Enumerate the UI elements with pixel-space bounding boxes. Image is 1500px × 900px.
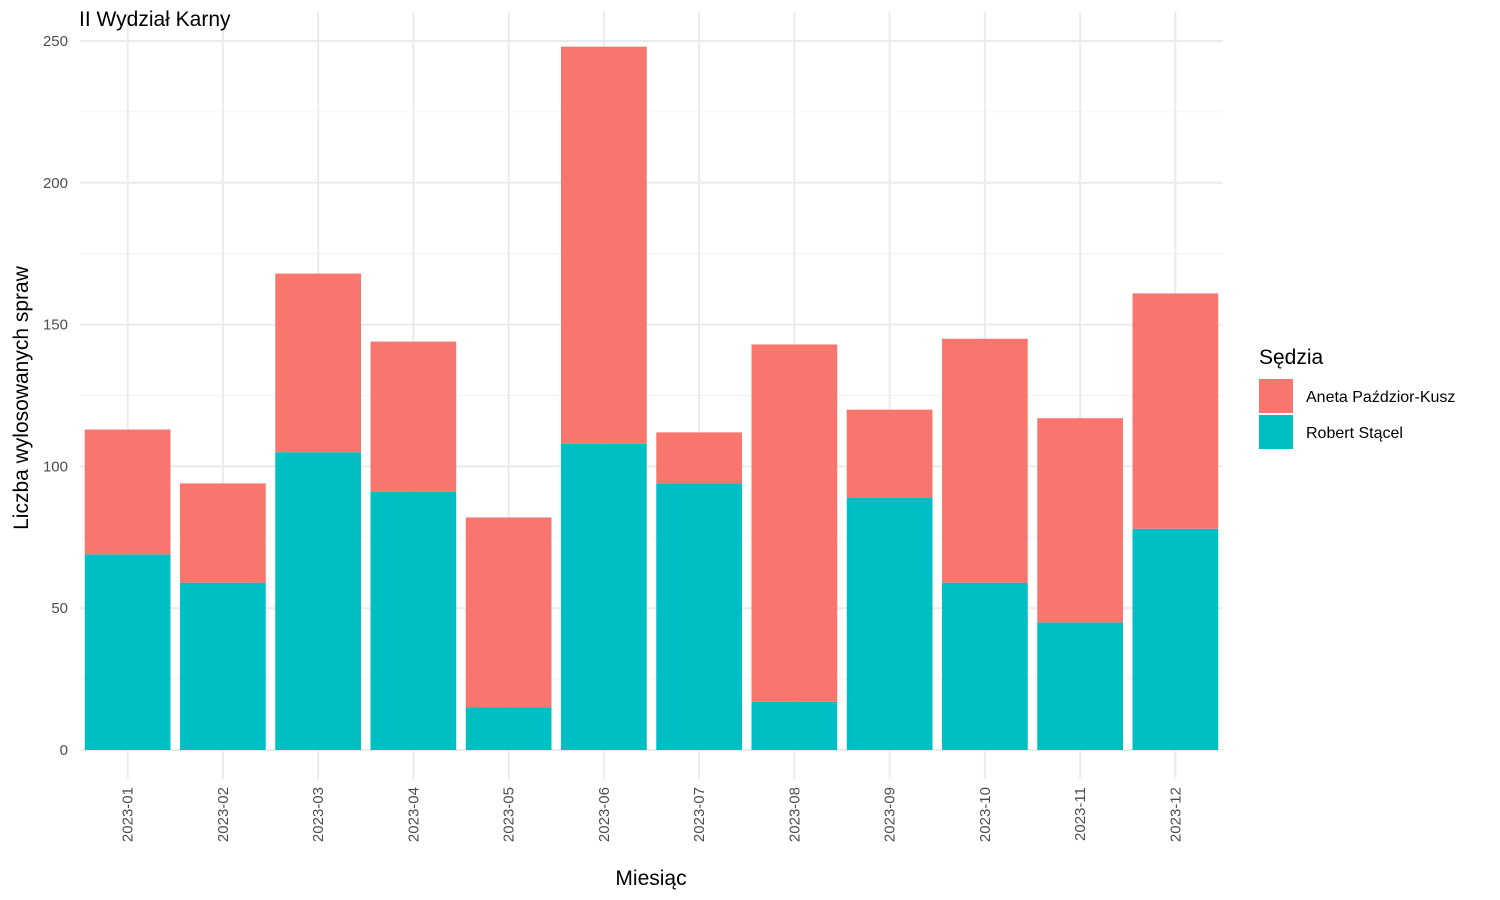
y-tick-label: 50 xyxy=(51,600,68,617)
bar-segment xyxy=(1037,418,1123,623)
bar-segment xyxy=(656,483,742,750)
x-tick-label: 2023-04 xyxy=(405,787,422,842)
bar-segment xyxy=(751,701,838,750)
bar-segment xyxy=(275,452,361,750)
chart-title: II Wydział Karny xyxy=(79,8,231,31)
legend-label: Aneta Paździor-Kusz xyxy=(1306,389,1455,406)
x-tick-label: 2023-07 xyxy=(691,787,708,842)
x-tick-label: 2023-06 xyxy=(596,787,613,842)
x-tick-label: 2023-10 xyxy=(977,787,994,842)
legend: Sędzia Aneta Paździor-Kusz Robert Stącel xyxy=(1259,346,1455,449)
legend-key xyxy=(1259,415,1293,449)
x-tick-label: 2023-12 xyxy=(1167,787,1184,842)
bar-segment xyxy=(180,582,266,750)
bar-segment xyxy=(561,443,647,750)
bar-segment xyxy=(465,707,552,750)
bar-segment xyxy=(465,517,552,708)
y-tick-label: 0 xyxy=(60,742,68,759)
bar-segment xyxy=(942,582,1028,750)
x-tick-label: 2023-11 xyxy=(1072,787,1089,841)
bar-segment xyxy=(561,46,647,444)
legend-label: Robert Stącel xyxy=(1306,425,1403,442)
bar-segment xyxy=(942,338,1028,583)
legend-title: Sędzia xyxy=(1259,346,1324,369)
x-axis-title: Miesiąc xyxy=(615,867,686,890)
bar-segment xyxy=(751,344,838,702)
bar-segment xyxy=(1132,528,1219,750)
y-axis-ticks: 0 50 100 150 200 250 xyxy=(43,33,68,759)
x-tick-label: 2023-02 xyxy=(215,787,232,842)
bar-segment xyxy=(275,273,361,453)
bar-segment xyxy=(180,483,266,583)
x-tick-label: 2023-03 xyxy=(310,787,327,842)
bar-segment xyxy=(1037,622,1123,750)
legend-key xyxy=(1259,379,1293,413)
x-tick-label: 2023-09 xyxy=(882,787,899,842)
bars xyxy=(84,46,1219,750)
y-tick-label: 100 xyxy=(43,458,68,475)
bar-segment xyxy=(84,554,171,750)
y-tick-label: 200 xyxy=(43,175,68,192)
bar-segment xyxy=(846,409,933,498)
bar-segment xyxy=(846,497,933,750)
x-tick-label: 2023-01 xyxy=(120,787,137,842)
bar-segment xyxy=(370,491,457,750)
bar-segment xyxy=(370,341,457,492)
bar-segment xyxy=(84,429,171,555)
y-tick-label: 250 xyxy=(43,33,68,50)
bar-segment xyxy=(1132,293,1219,529)
x-tick-label: 2023-08 xyxy=(786,787,803,842)
y-axis-title: Liczba wylosowanych spraw xyxy=(10,265,33,530)
x-axis-ticks: 2023-01 2023-02 2023-03 2023-04 2023-05 2023-… xyxy=(120,787,1185,842)
bar-segment xyxy=(656,432,742,484)
y-tick-label: 150 xyxy=(43,317,68,334)
x-tick-label: 2023-05 xyxy=(501,787,518,842)
